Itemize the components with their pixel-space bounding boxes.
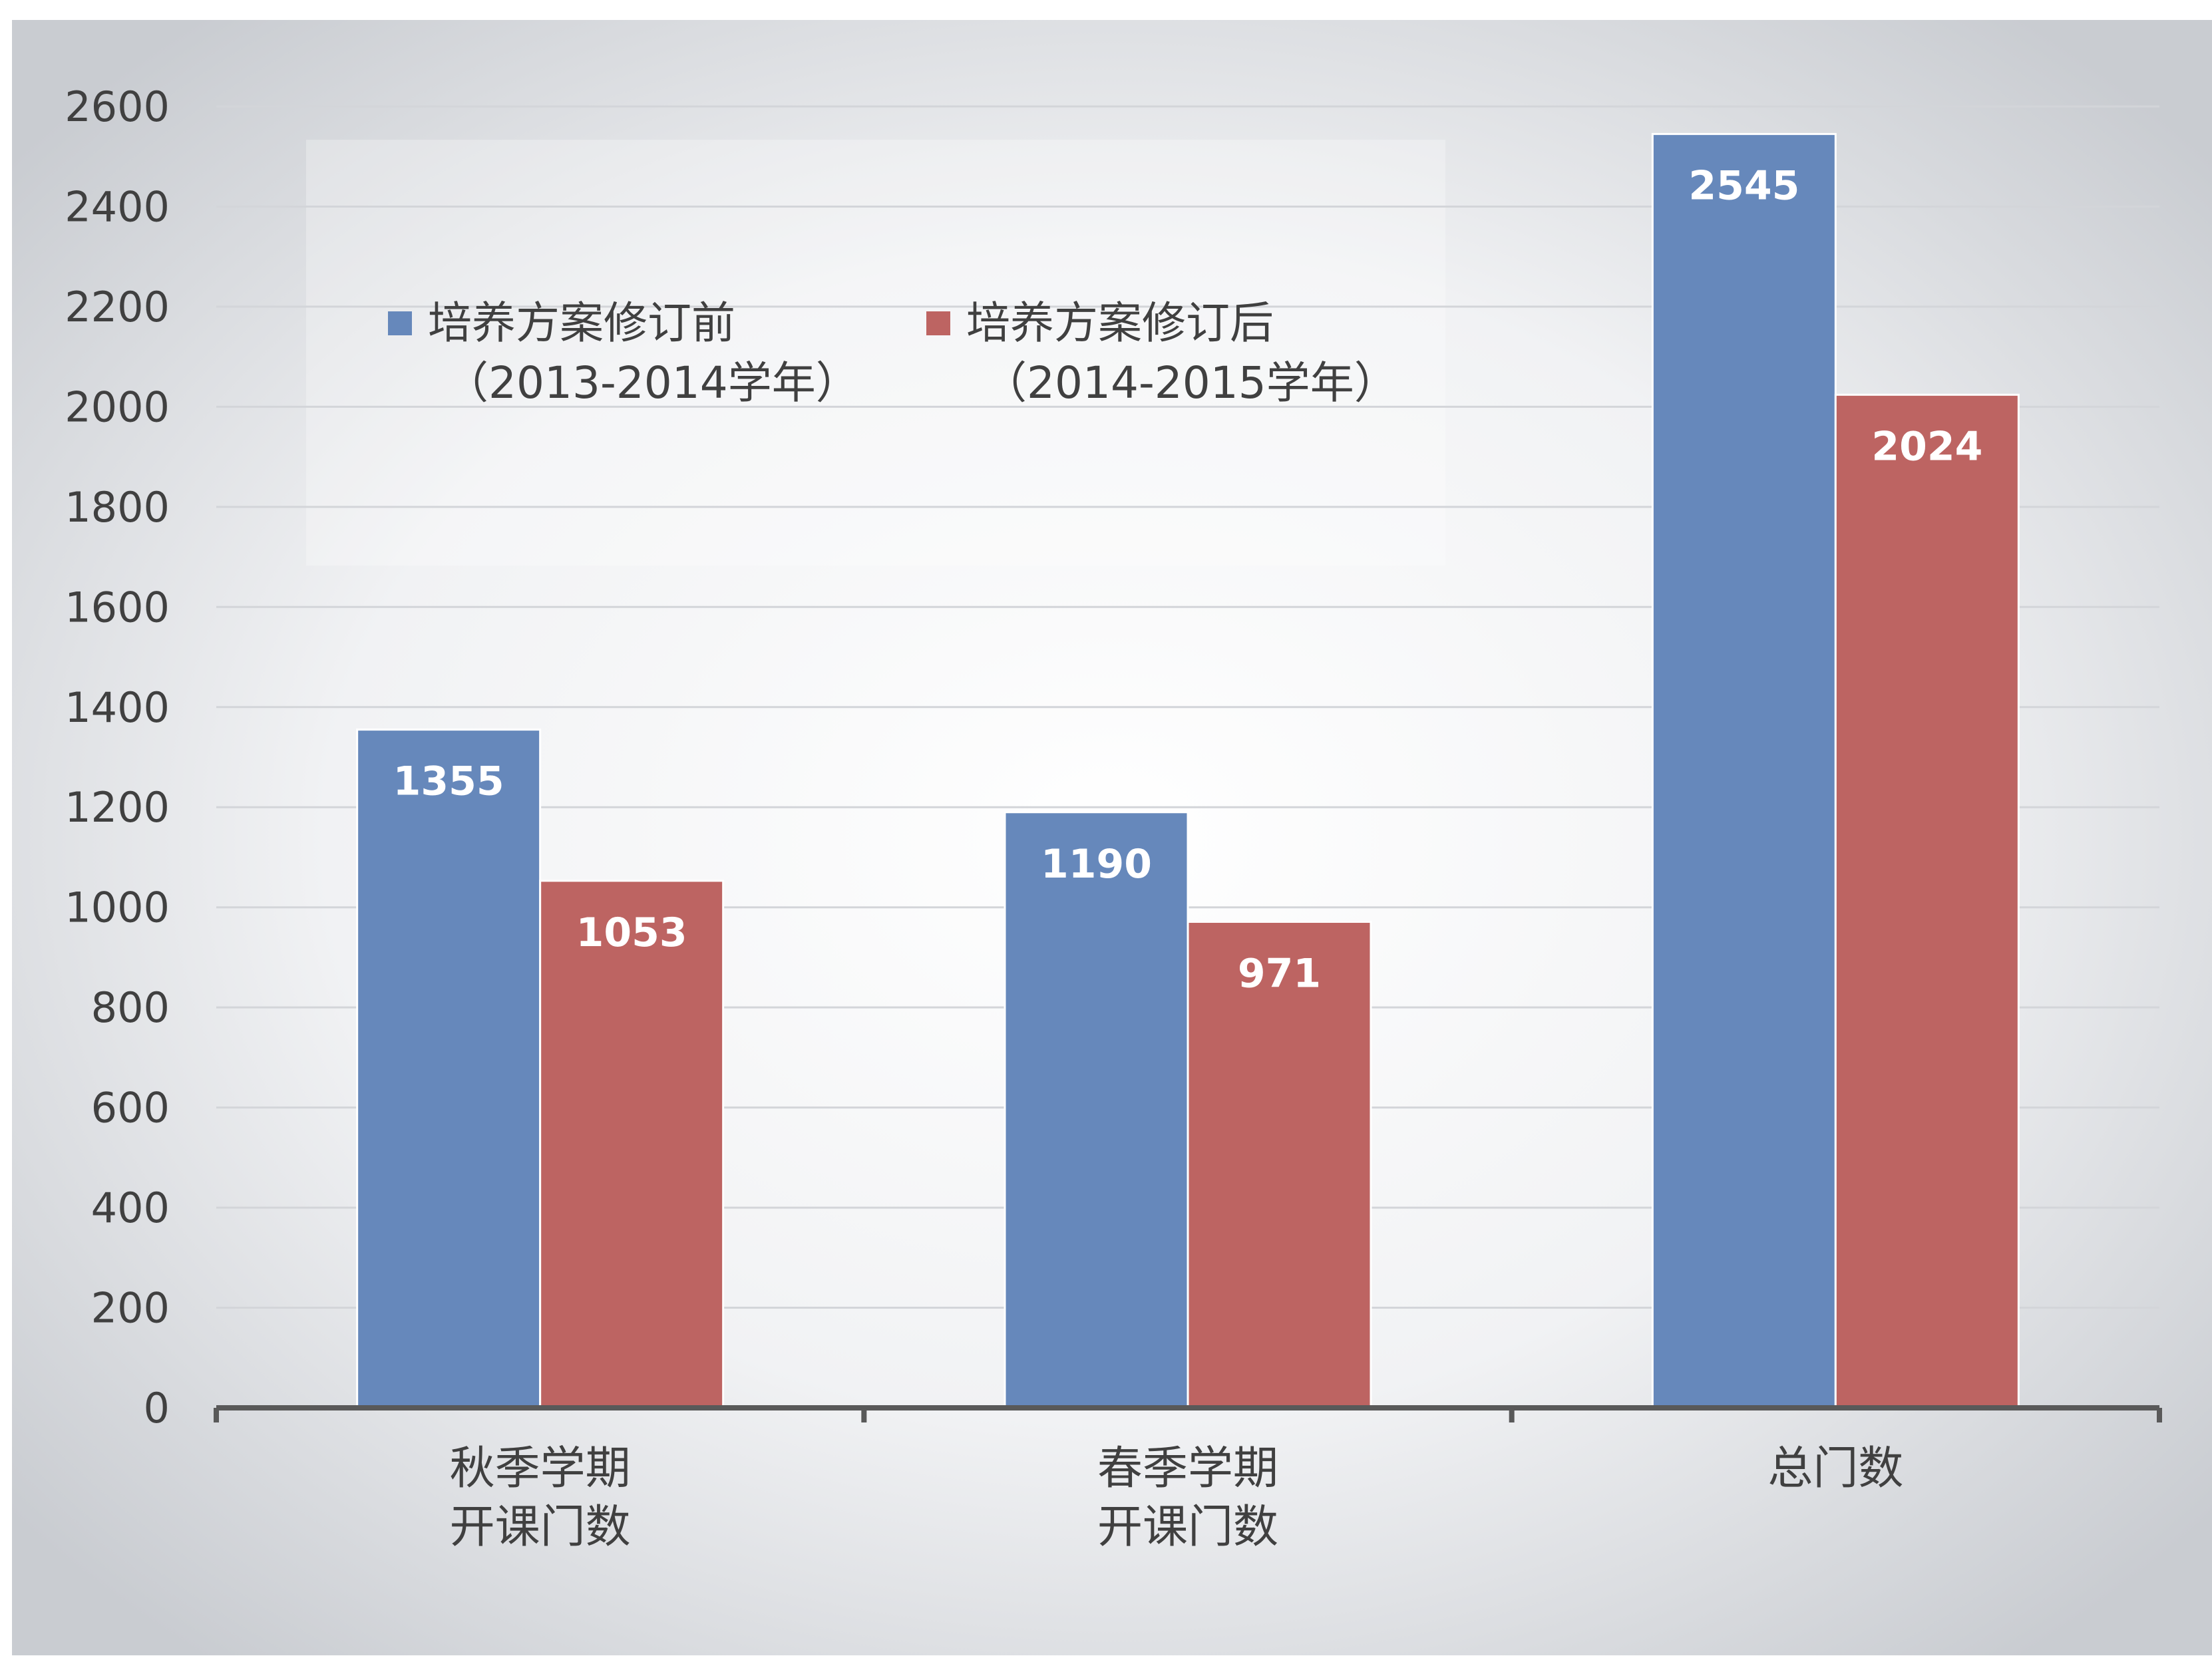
y-tick-label: 2200 [65, 283, 170, 331]
category-label: 总门数 [1767, 1442, 1903, 1495]
y-tick-label: 1200 [65, 783, 170, 832]
bar [356, 729, 542, 1409]
bar [539, 880, 725, 1409]
data-label: 2545 [1688, 162, 1799, 209]
y-tick-label: 400 [91, 1184, 170, 1232]
y-tick-label: 2600 [65, 83, 170, 131]
data-label: 971 [1238, 951, 1321, 997]
category-label: 开课门数 [450, 1501, 631, 1554]
legend-label: 培养方案修订前 [428, 297, 735, 349]
y-tick-label: 600 [91, 1084, 170, 1132]
legend-backdrop [306, 140, 1445, 566]
y-tick-label: 800 [91, 983, 170, 1032]
data-label: 2024 [1871, 423, 1982, 470]
y-tick-label: 1400 [65, 683, 170, 732]
bar [1834, 393, 2020, 1409]
legend-label-period: （2014-2015学年） [983, 357, 1398, 409]
category-label: 春季学期 [1097, 1442, 1278, 1495]
y-tick-label: 1000 [65, 884, 170, 932]
data-label: 1053 [576, 910, 687, 956]
legend-label: 培养方案修订后 [966, 297, 1274, 349]
legend-swatch [926, 311, 950, 335]
bar [1651, 132, 1837, 1409]
y-tick-label: 1800 [65, 483, 170, 532]
legend-label-period: （2013-2014学年） [445, 357, 860, 409]
data-label: 1190 [1041, 841, 1152, 888]
category-label: 秋季学期 [450, 1442, 631, 1495]
y-tick-label: 200 [91, 1284, 170, 1333]
data-label: 1355 [393, 758, 504, 805]
bar [1004, 811, 1189, 1409]
y-tick-label: 2000 [65, 383, 170, 431]
category-label: 开课门数 [1097, 1501, 1278, 1554]
legend-swatch [388, 311, 412, 335]
y-tick-label: 0 [144, 1384, 170, 1432]
y-tick-label: 1600 [65, 583, 170, 631]
bar [1187, 921, 1372, 1409]
y-tick-label: 2400 [65, 182, 170, 231]
